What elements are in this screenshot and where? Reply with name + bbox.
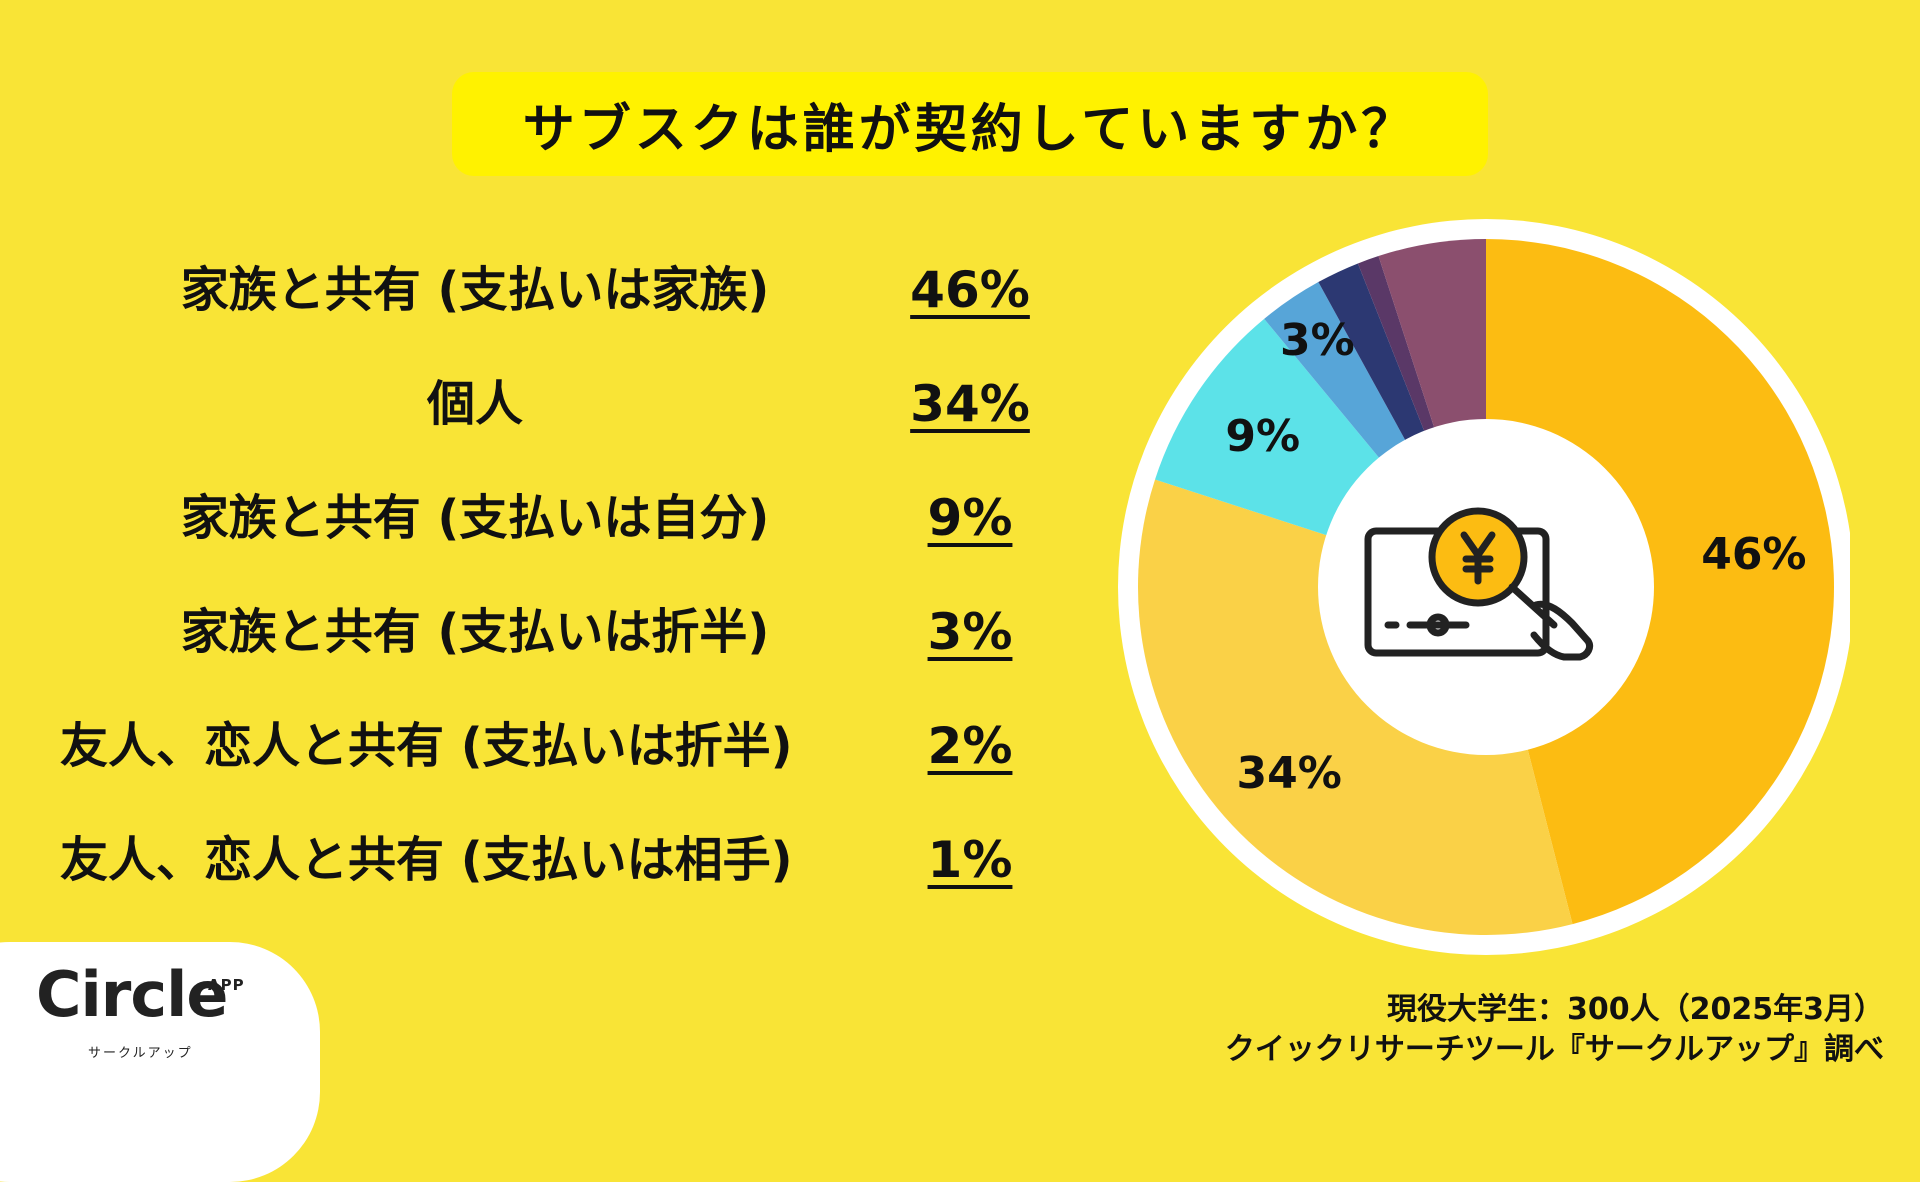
yen-symbol bbox=[1460, 531, 1496, 585]
legend-row: 個人 34% bbox=[60, 364, 1040, 444]
source-line: 現役大学生：300人（2025年3月） bbox=[1387, 992, 1884, 1027]
card-dot bbox=[1426, 613, 1450, 637]
legend-label: 友人、恋人と共有 (支払いは折半) bbox=[60, 718, 793, 774]
donut-labels: 46% 34% 9% 3% bbox=[1225, 315, 1806, 799]
legend-value: 46% bbox=[910, 261, 1030, 319]
legend-value: 1% bbox=[927, 831, 1013, 889]
source-note: 現役大学生：300人（2025年3月） クイックリサーチツール『サークルアップ』… bbox=[1225, 990, 1884, 1070]
slice-label: 3% bbox=[1280, 315, 1355, 366]
yen-payment-icon bbox=[1364, 507, 1594, 661]
legend-label: 家族と共有 (支払いは折半) bbox=[180, 604, 770, 660]
legend-label: 家族と共有 (支払いは自分) bbox=[180, 490, 770, 546]
legend-value: 9% bbox=[927, 489, 1013, 547]
legend-label: 友人、恋人と共有 (支払いは相手) bbox=[60, 832, 793, 888]
legend-row: 家族と共有 (支払いは自分) 9% bbox=[60, 478, 1040, 558]
legend-row: 家族と共有 (支払いは家族) 46% bbox=[60, 250, 1040, 330]
slice-label: 9% bbox=[1225, 411, 1300, 462]
legend-value: 2% bbox=[927, 717, 1013, 775]
legend-value: 34% bbox=[910, 375, 1030, 433]
donut-chart: 46% 34% 9% 3% bbox=[1118, 219, 1850, 955]
source-line: クイックリサーチツール『サークルアップ』調べ bbox=[1224, 1032, 1884, 1067]
slice-label: 46% bbox=[1701, 529, 1806, 580]
logo: Circle bbox=[36, 958, 228, 1031]
legend-value: 3% bbox=[927, 603, 1013, 661]
legend-row: 家族と共有 (支払いは折半) 3% bbox=[60, 592, 1040, 672]
legend-label: 個人 bbox=[426, 376, 523, 432]
logo-subtitle: サークルアップ bbox=[88, 1046, 193, 1061]
legend-row: 友人、恋人と共有 (支払いは相手) 1% bbox=[60, 820, 1040, 900]
chart-title: サブスクは誰が契約していますか？ bbox=[452, 72, 1488, 176]
logo-app-badge: APP bbox=[208, 976, 245, 994]
donut-slice bbox=[1486, 239, 1834, 925]
legend-label: 家族と共有 (支払いは家族) bbox=[180, 262, 770, 318]
legend-row: 友人、恋人と共有 (支払いは折半) 2% bbox=[60, 706, 1040, 786]
slice-label: 34% bbox=[1237, 748, 1342, 799]
hand-shape bbox=[1508, 583, 1594, 661]
